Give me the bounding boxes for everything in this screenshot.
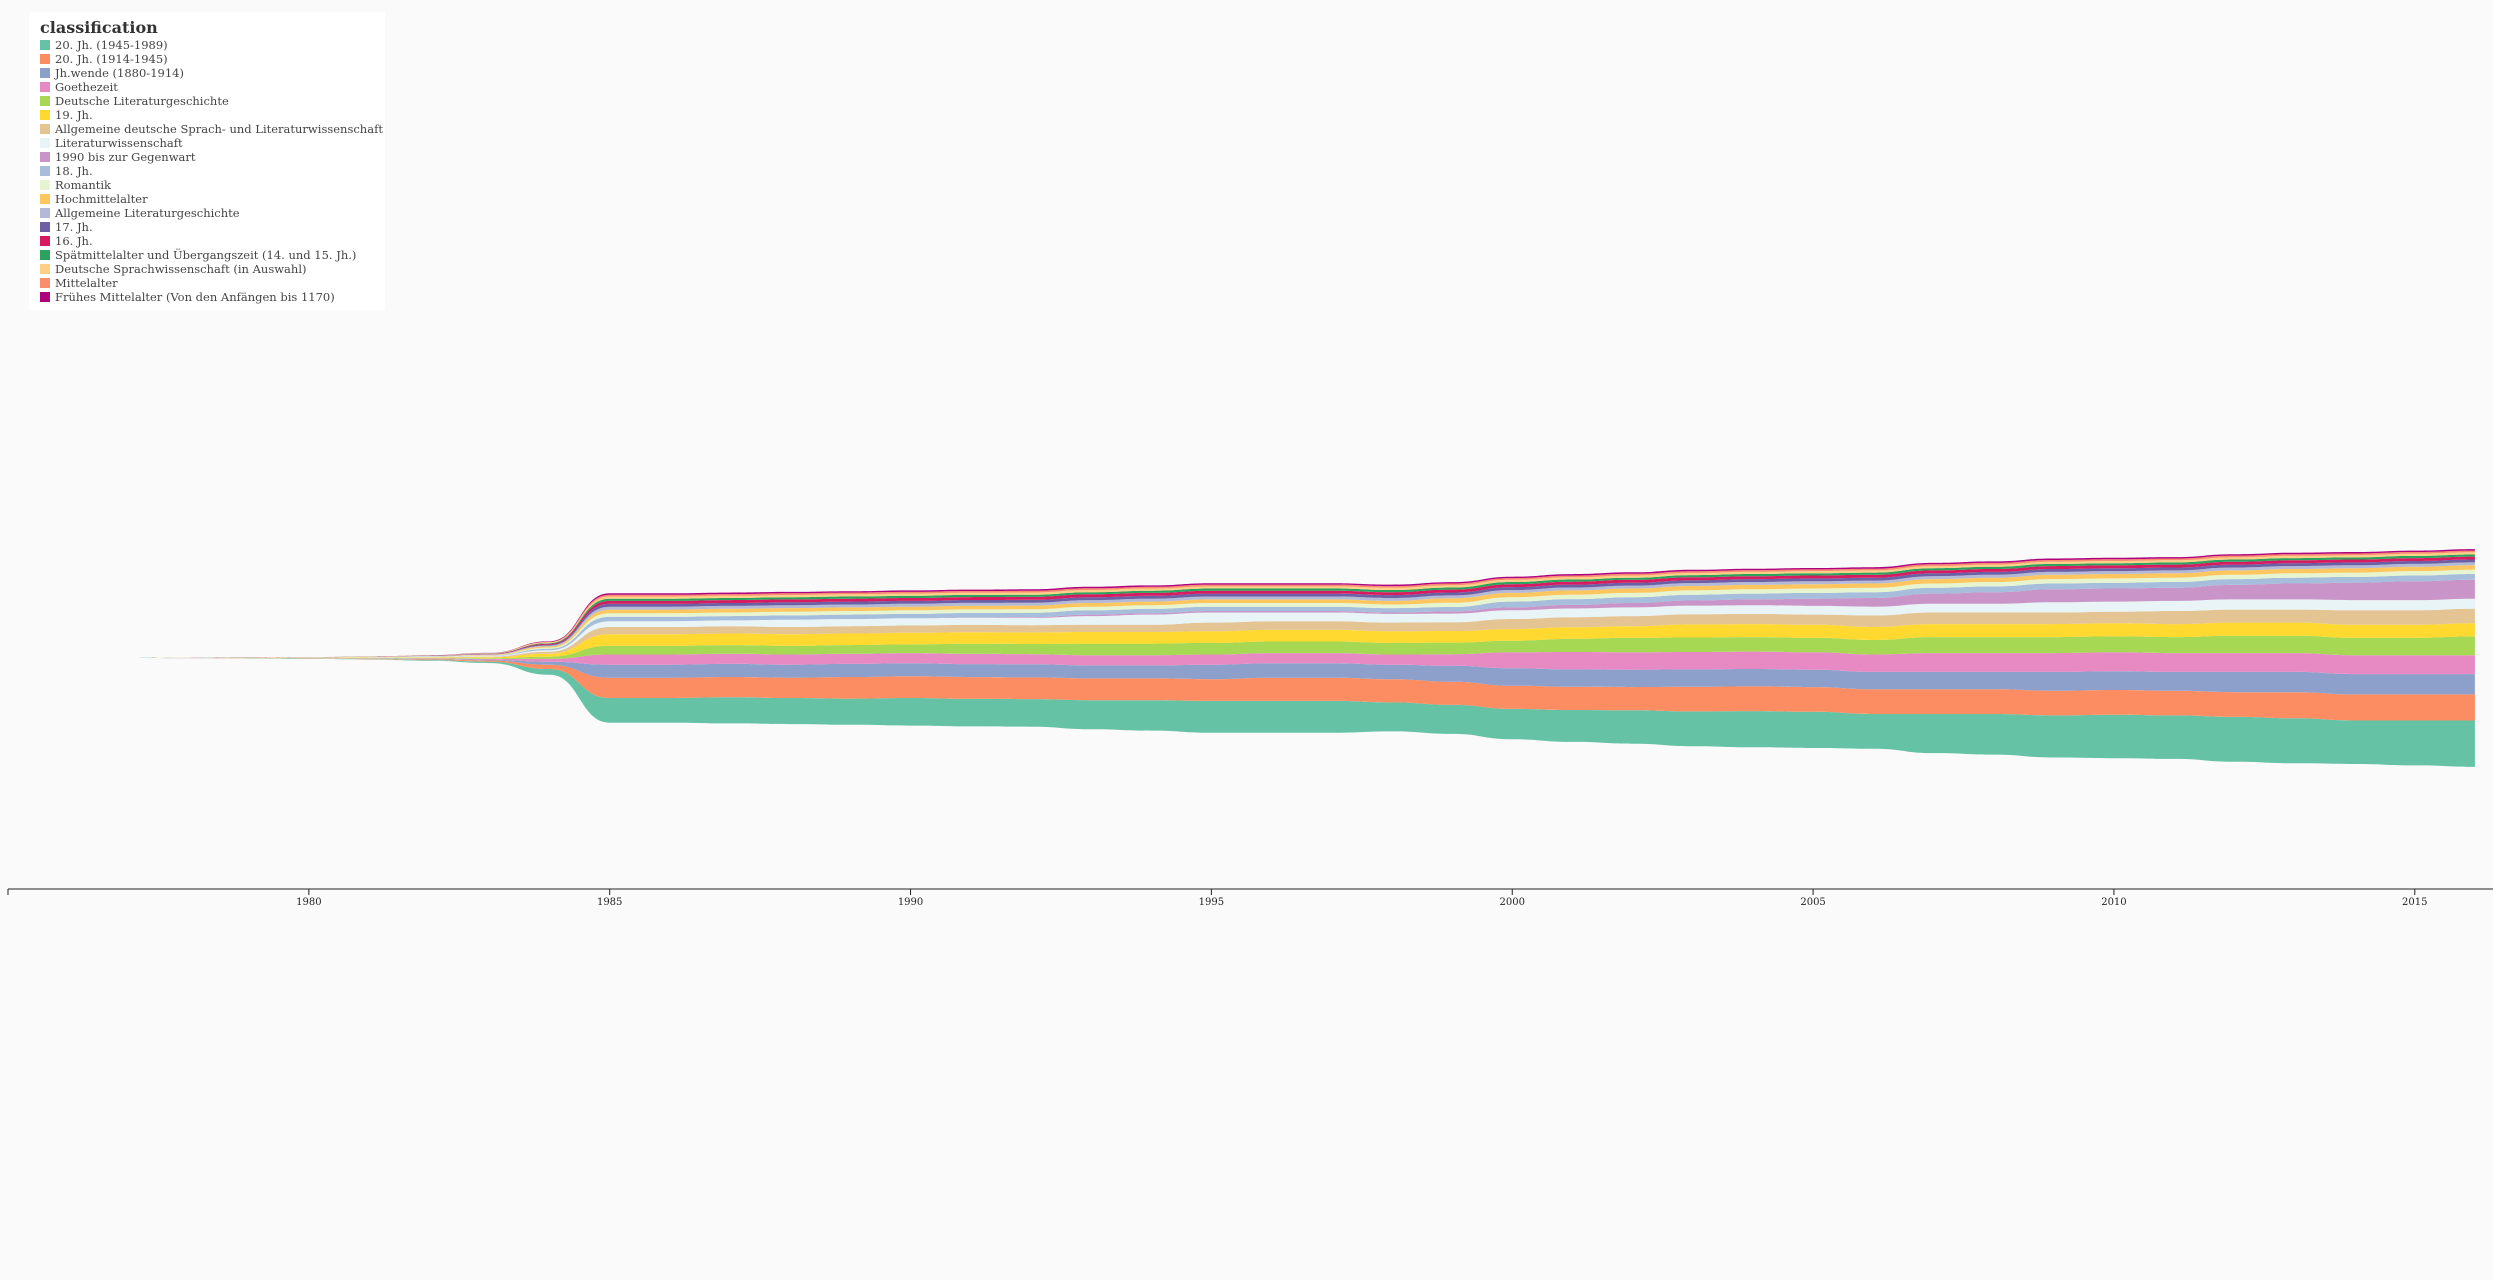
legend-item: Mittelalter [40, 276, 385, 290]
legend-label: 20. Jh. (1914-1945) [55, 52, 168, 66]
stream-layer-9 [8, 579, 2475, 658]
stream-layer-10 [8, 574, 2475, 658]
stream-layer-4 [8, 651, 2475, 675]
legend-swatch [40, 138, 50, 148]
legend-item: 16. Jh. [40, 234, 385, 248]
legend: classification 20. Jh. (1945-1989) 20. Jh… [29, 12, 385, 310]
legend-swatch [40, 110, 50, 120]
legend-label: Deutsche Sprachwissenschaft (in Auswahl) [55, 262, 307, 276]
legend-title: classification [40, 18, 158, 37]
legend-item: Frühes Mittelalter (Von den Anfängen bis… [40, 290, 385, 304]
legend-swatch [40, 292, 50, 302]
x-tick-label: 2015 [2402, 897, 2427, 908]
stream-layer-7 [8, 608, 2475, 658]
legend-label: Spätmittelalter und Übergangszeit (14. u… [55, 248, 357, 262]
legend-label: Hochmittelalter [55, 192, 148, 206]
legend-item: Jh.wende (1880-1914) [40, 66, 385, 80]
legend-label: Deutsche Literaturgeschichte [55, 94, 229, 108]
x-tick-label: 1985 [597, 897, 622, 908]
legend-swatch [40, 236, 50, 246]
stream-layer-3 [8, 658, 2475, 695]
legend-label: Allgemeine deutsche Sprach- und Literatu… [55, 122, 383, 136]
legend-swatch [40, 82, 50, 92]
legend-label: 1990 bis zur Gegenwart [55, 150, 196, 164]
x-tick-label: 1990 [898, 897, 923, 908]
legend-label: Allgemeine Literaturgeschichte [55, 206, 240, 220]
legend-label: Frühes Mittelalter (Von den Anfängen bis… [55, 290, 335, 304]
legend-items: 20. Jh. (1945-1989) 20. Jh. (1914-1945) Jh… [40, 38, 385, 304]
legend-item: 19. Jh. [40, 108, 385, 122]
legend-swatch [40, 250, 50, 260]
legend-label: Jh.wende (1880-1914) [55, 66, 184, 80]
legend-label: 17. Jh. [55, 220, 93, 234]
x-tick-label: 2005 [1800, 897, 1825, 908]
x-tick-label: 2000 [1500, 897, 1525, 908]
legend-swatch [40, 208, 50, 218]
legend-label: 20. Jh. (1945-1989) [55, 38, 168, 52]
legend-item: 20. Jh. (1945-1989) [40, 38, 385, 52]
legend-swatch [40, 68, 50, 78]
legend-item: Goethezeit [40, 80, 385, 94]
stream-layer-11 [8, 569, 2475, 658]
legend-swatch [40, 264, 50, 274]
legend-label: Mittelalter [55, 276, 118, 290]
legend-swatch [40, 152, 50, 162]
stream-layer-5 [8, 635, 2475, 659]
stream-layer-12 [8, 565, 2475, 658]
legend-item: Allgemeine Literaturgeschichte [40, 206, 385, 220]
legend-label: 16. Jh. [55, 234, 93, 248]
legend-label: Romantik [55, 178, 112, 192]
legend-item: 20. Jh. (1914-1945) [40, 52, 385, 66]
x-tick-label: 1980 [296, 897, 321, 908]
legend-swatch [40, 222, 50, 232]
legend-swatch [40, 40, 50, 50]
legend-item: 18. Jh. [40, 164, 385, 178]
legend-swatch [40, 278, 50, 288]
legend-swatch [40, 96, 50, 106]
x-tick-label: 1995 [1199, 897, 1224, 908]
legend-item: Deutsche Sprachwissenschaft (in Auswahl) [40, 262, 385, 276]
stream-layer-2 [8, 658, 2475, 721]
legend-item: Spätmittelalter und Übergangszeit (14. u… [40, 248, 385, 262]
legend-item: Allgemeine deutsche Sprach- und Literatu… [40, 122, 385, 136]
legend-label: 18. Jh. [55, 164, 93, 178]
stream-layer-1 [8, 658, 2475, 767]
legend-label: Goethezeit [55, 80, 118, 94]
legend-swatch [40, 124, 50, 134]
x-axis-ticks: 1980 1985 1990 1995 2000 2005 2010 2015 [296, 889, 2428, 908]
legend-swatch [40, 54, 50, 64]
x-tick-label: 2010 [2101, 897, 2126, 908]
legend-item: Romantik [40, 178, 385, 192]
stream-layer-6 [8, 622, 2475, 659]
legend-item: Hochmittelalter [40, 192, 385, 206]
legend-swatch [40, 180, 50, 190]
stream-layer-8 [8, 598, 2475, 658]
legend-label: Literaturwissenschaft [55, 136, 183, 150]
legend-item: 17. Jh. [40, 220, 385, 234]
legend-swatch [40, 166, 50, 176]
legend-item: Literaturwissenschaft [40, 136, 385, 150]
stream-layers [8, 549, 2475, 767]
legend-label: 19. Jh. [55, 108, 93, 122]
legend-item: 1990 bis zur Gegenwart [40, 150, 385, 164]
legend-item: Deutsche Literaturgeschichte [40, 94, 385, 108]
legend-swatch [40, 194, 50, 204]
